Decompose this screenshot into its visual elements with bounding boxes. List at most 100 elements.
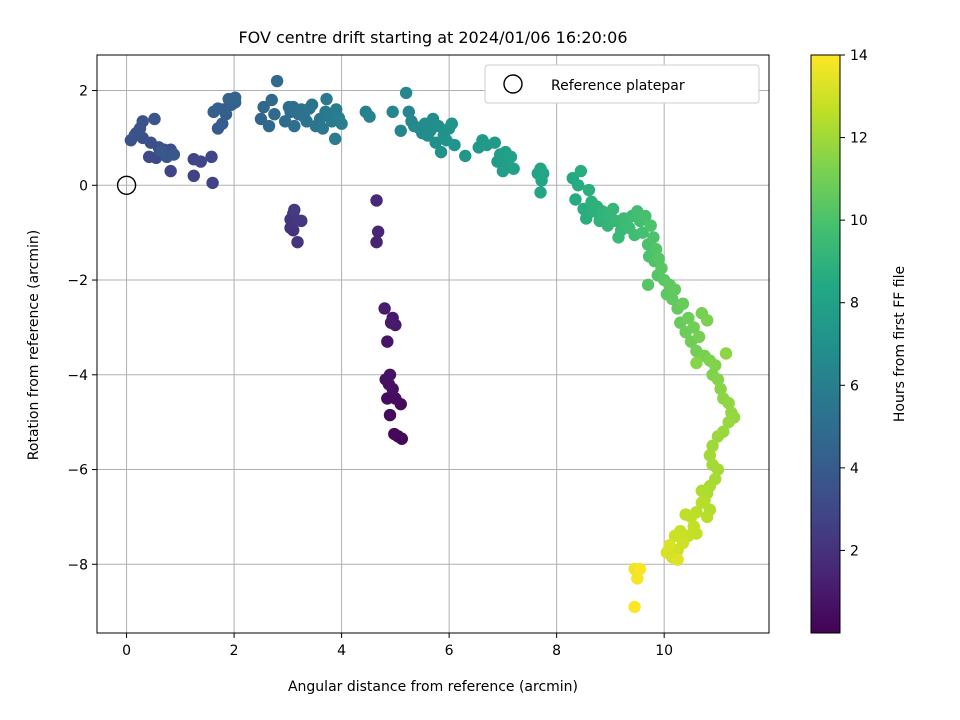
data-point — [711, 373, 725, 386]
data-point — [205, 150, 218, 164]
data-point — [363, 110, 376, 123]
data-point — [257, 100, 270, 114]
legend-box — [484, 64, 760, 104]
data-point — [722, 397, 735, 410]
data-point — [649, 243, 663, 256]
data-point — [389, 392, 402, 405]
x-axis-ticks: 0 2 4 6 8 10 — [122, 633, 673, 659]
data-point — [582, 183, 596, 197]
data-point — [136, 115, 149, 128]
colorbar-tick-label: 12 — [850, 131, 868, 147]
data-point — [687, 321, 700, 334]
data-point — [668, 283, 682, 296]
data-point — [316, 122, 329, 135]
data-point — [328, 132, 342, 146]
data-point — [383, 408, 397, 422]
colorbar-tick-label: 10 — [850, 213, 868, 229]
x-axis-label: Angular distance from reference (arcmin) — [288, 679, 578, 695]
data-point — [300, 115, 313, 128]
data-point — [384, 316, 398, 329]
colorbar-tick-label: 6 — [850, 378, 859, 394]
data-point — [270, 74, 284, 88]
data-point — [459, 149, 472, 163]
data-point — [676, 297, 690, 310]
data-point — [577, 202, 590, 216]
data-point — [709, 359, 722, 372]
data-point — [706, 439, 719, 453]
x-tick-label: 6 — [445, 643, 454, 659]
legend: Reference platepar — [484, 64, 760, 104]
data-point — [187, 169, 200, 183]
data-point — [700, 510, 714, 524]
data-point — [668, 529, 682, 543]
data-point — [216, 117, 229, 130]
data-point — [288, 203, 301, 217]
y-tick-label: 2 — [79, 84, 88, 100]
data-point — [378, 302, 391, 315]
data-point — [504, 150, 518, 164]
legend-reference-marker — [503, 74, 523, 94]
data-point — [580, 212, 593, 225]
data-point — [265, 93, 278, 107]
colorbar-tick-label: 14 — [850, 48, 868, 64]
data-point — [432, 119, 445, 133]
data-point — [155, 144, 168, 158]
y-tick-label: 0 — [79, 178, 88, 194]
data-point — [228, 91, 242, 104]
data-point — [641, 278, 655, 291]
data-point — [569, 193, 582, 206]
data-point — [206, 176, 219, 190]
data-point — [631, 572, 644, 585]
colorbar-label: Hours from first FF file — [892, 266, 908, 422]
data-point — [434, 145, 448, 159]
data-point — [711, 463, 725, 476]
colorbar-gradient — [810, 54, 841, 634]
data-point — [537, 167, 550, 180]
data-point — [268, 108, 281, 121]
y-axis-ticks: 2 0 −2 −4 −6 −8 — [67, 84, 97, 573]
data-point — [370, 235, 383, 249]
data-point — [703, 449, 717, 462]
data-point — [639, 209, 652, 223]
data-point — [448, 138, 461, 152]
data-point — [402, 105, 416, 119]
x-tick-label: 8 — [552, 643, 561, 659]
chart-title: FOV centre drift starting at 2024/01/06 … — [238, 28, 627, 47]
data-point — [644, 219, 657, 232]
data-point — [386, 105, 399, 119]
y-tick-label: −6 — [67, 463, 88, 479]
x-tick-label: 0 — [122, 643, 131, 659]
data-point — [291, 235, 304, 249]
y-tick-label: −8 — [67, 557, 88, 573]
data-point — [445, 117, 459, 130]
data-point — [164, 164, 177, 178]
data-point — [194, 155, 207, 168]
x-tick-label: 4 — [337, 643, 346, 659]
data-point — [655, 261, 668, 275]
data-point — [719, 347, 733, 360]
data-point — [288, 119, 301, 133]
colorbar-tick-label: 8 — [850, 296, 859, 312]
y-tick-label: −4 — [67, 368, 88, 384]
data-point — [335, 117, 348, 130]
reference-platepar-marker — [116, 175, 137, 195]
data-point — [682, 311, 695, 325]
legend-entry-label: Reference platepar — [551, 78, 685, 94]
data-point — [295, 214, 308, 228]
plot-frame — [96, 54, 770, 634]
data-point — [148, 112, 161, 126]
data-point — [652, 252, 665, 265]
data-point — [636, 226, 649, 239]
data-point — [370, 194, 383, 207]
data-point — [167, 148, 181, 161]
data-point — [695, 484, 708, 498]
data-points — [116, 74, 741, 614]
colorbar-tick-label: 2 — [850, 543, 859, 559]
data-point — [207, 105, 220, 119]
data-point — [692, 330, 706, 344]
data-point — [711, 430, 725, 443]
y-axis-label: Rotation from reference (arcmin) — [26, 230, 42, 460]
data-point — [606, 202, 620, 216]
data-point — [633, 562, 647, 576]
